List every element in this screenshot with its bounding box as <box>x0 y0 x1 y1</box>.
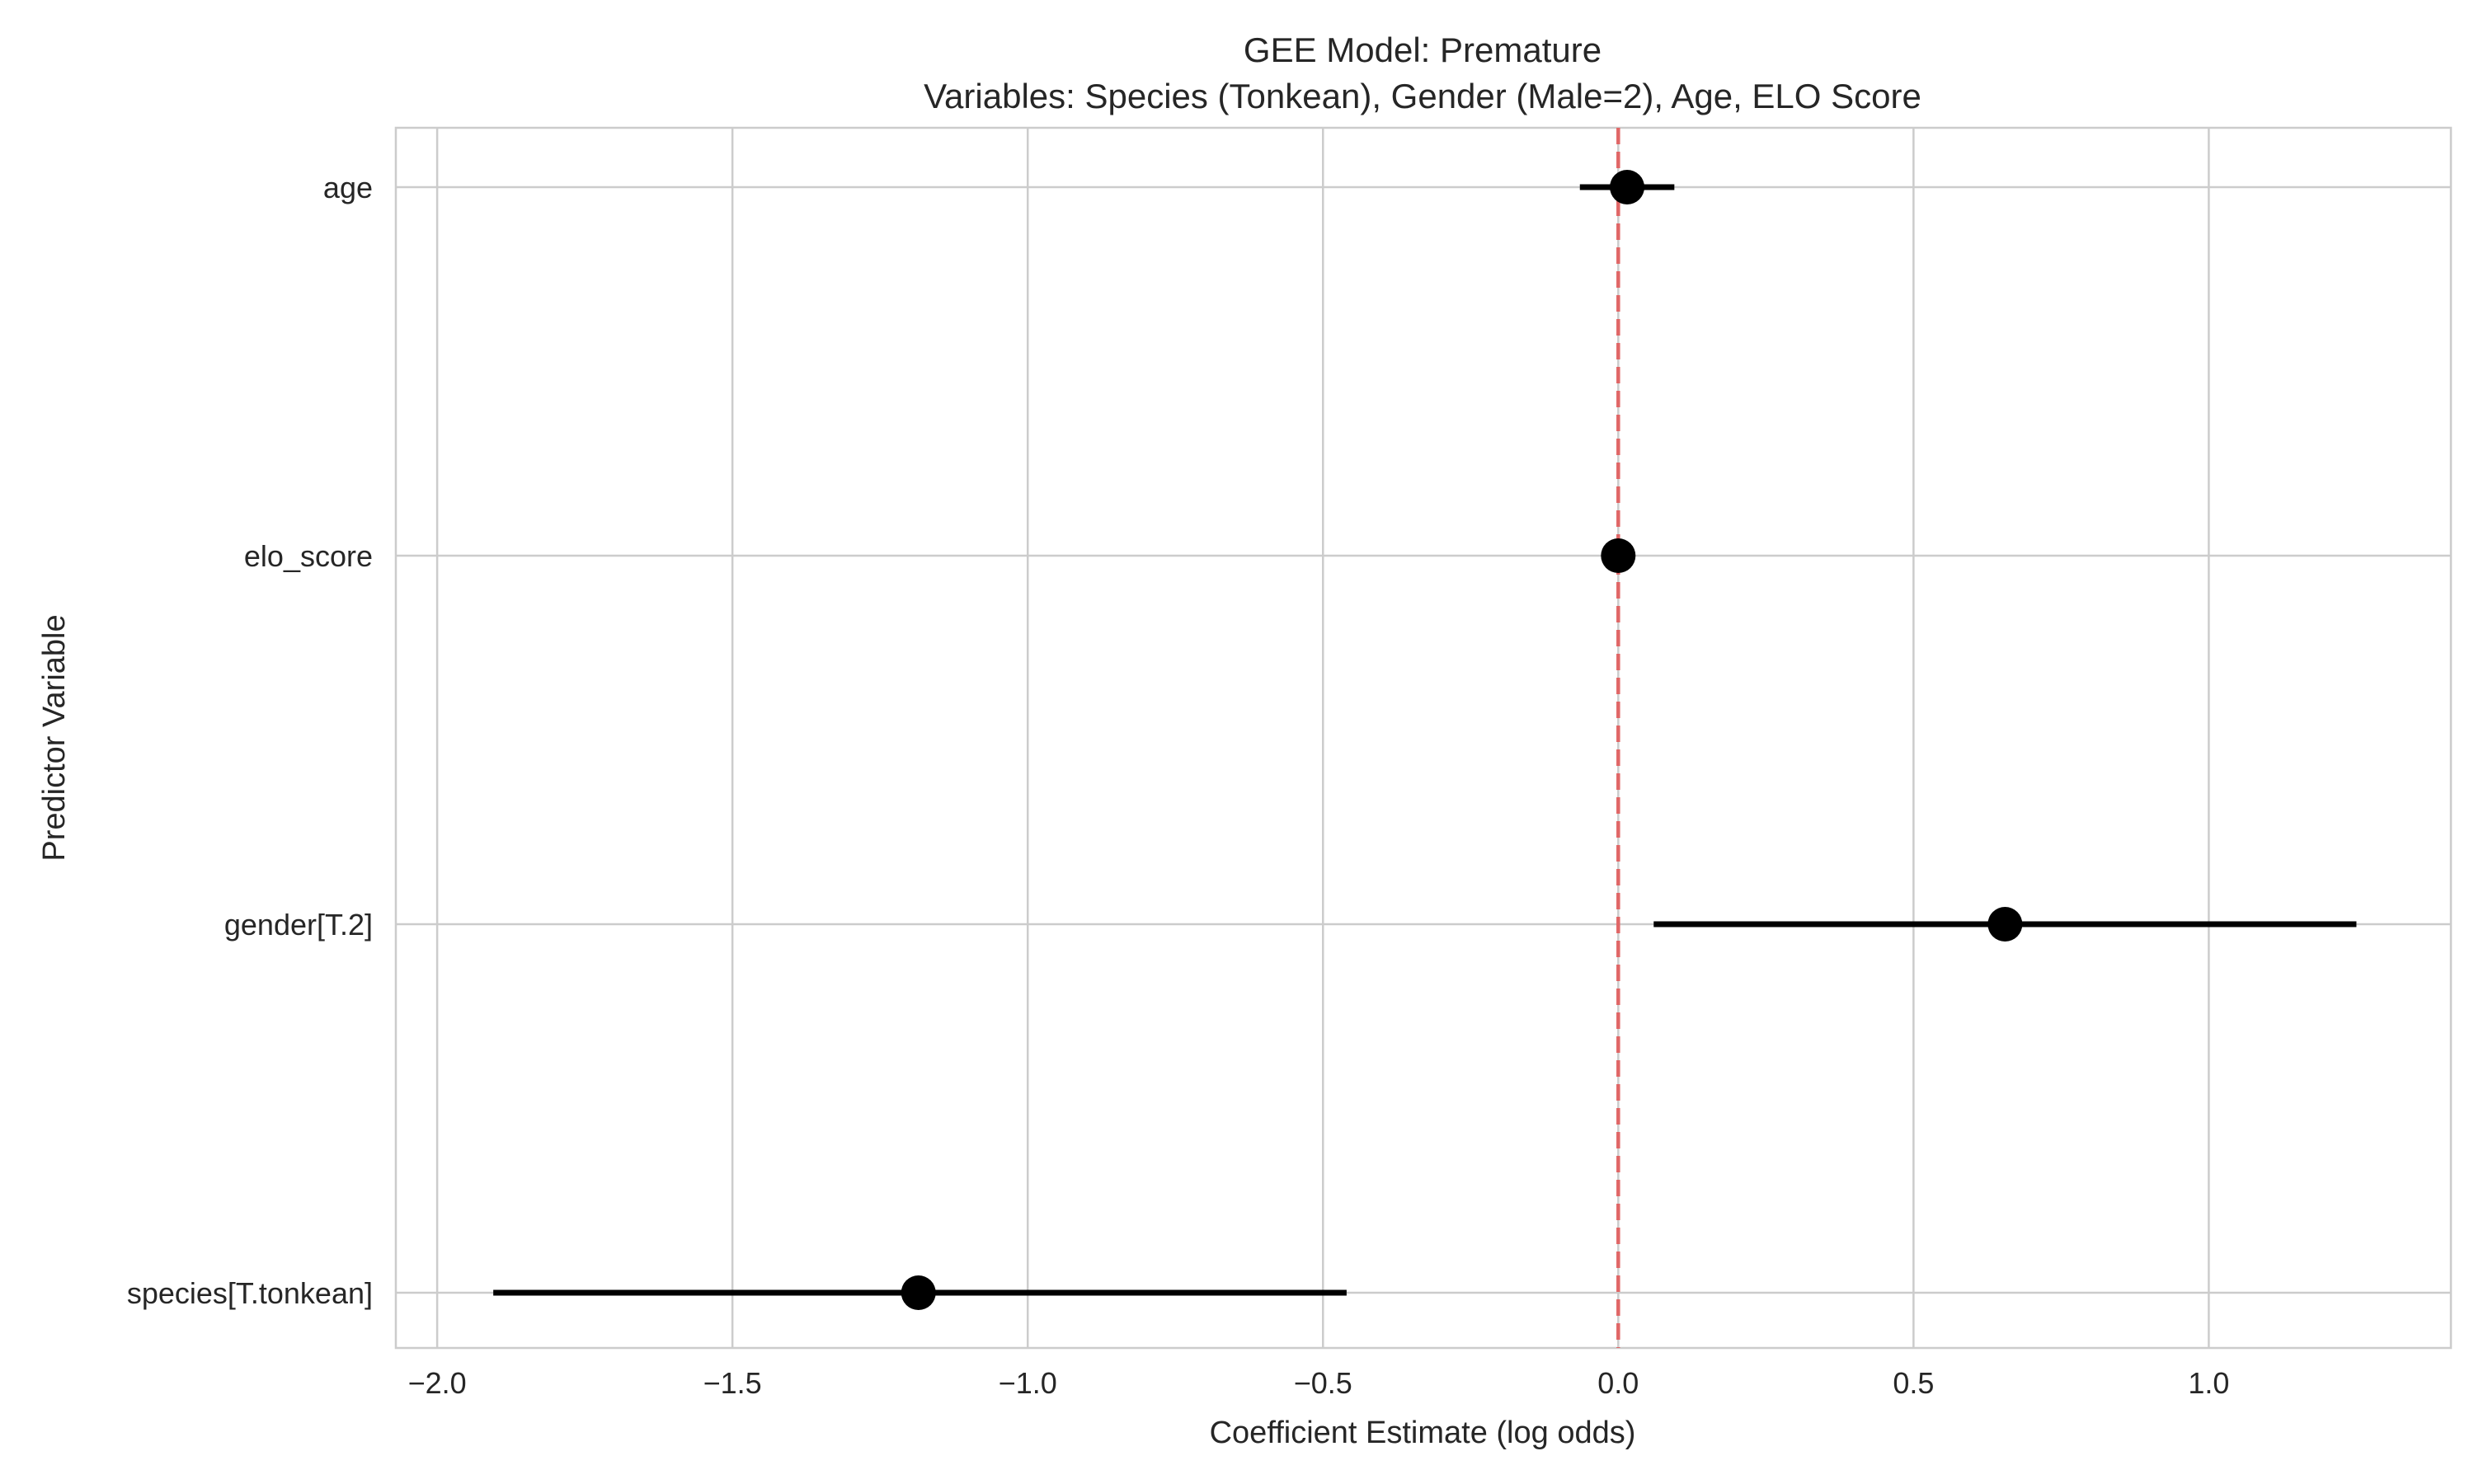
estimate-point <box>1610 170 1645 204</box>
chart-subtitle: Variables: Species (Tonkean), Gender (Ma… <box>924 77 1921 115</box>
data-marks <box>493 170 2357 1310</box>
x-tick-label: 0.5 <box>1893 1366 1934 1400</box>
y-tick-label: gender[T.2] <box>224 908 373 942</box>
x-axis-label: Coefficient Estimate (log odds) <box>1210 1416 1636 1450</box>
estimate-point <box>1987 907 2023 942</box>
x-tick-label: −2.0 <box>408 1366 467 1400</box>
estimate-point <box>1601 538 1636 573</box>
plot-frame <box>394 126 2453 1350</box>
x-tick-labels: −2.0 −1.5 −1.0 −0.5 0.0 0.5 1.0 <box>408 1366 2230 1400</box>
x-tick-label: −1.0 <box>999 1366 1057 1400</box>
y-tick-labels: age elo_score gender[T.2] species[T.tonkean… <box>127 171 373 1310</box>
x-tick-label: −0.5 <box>1294 1366 1352 1400</box>
estimate-point <box>901 1275 936 1310</box>
x-tick-label: 0.0 <box>1597 1366 1639 1400</box>
y-tick-label: elo_score <box>244 539 373 573</box>
y-tick-label: species[T.tonkean] <box>127 1276 373 1310</box>
chart-title: GEE Model: Premature <box>1244 31 1602 69</box>
x-tick-label: −1.5 <box>703 1366 762 1400</box>
x-tick-label: 1.0 <box>2188 1366 2229 1400</box>
y-axis-label: Predictor Variable <box>37 614 72 861</box>
grid-lines <box>396 128 2451 1348</box>
y-tick-label: age <box>323 171 373 204</box>
